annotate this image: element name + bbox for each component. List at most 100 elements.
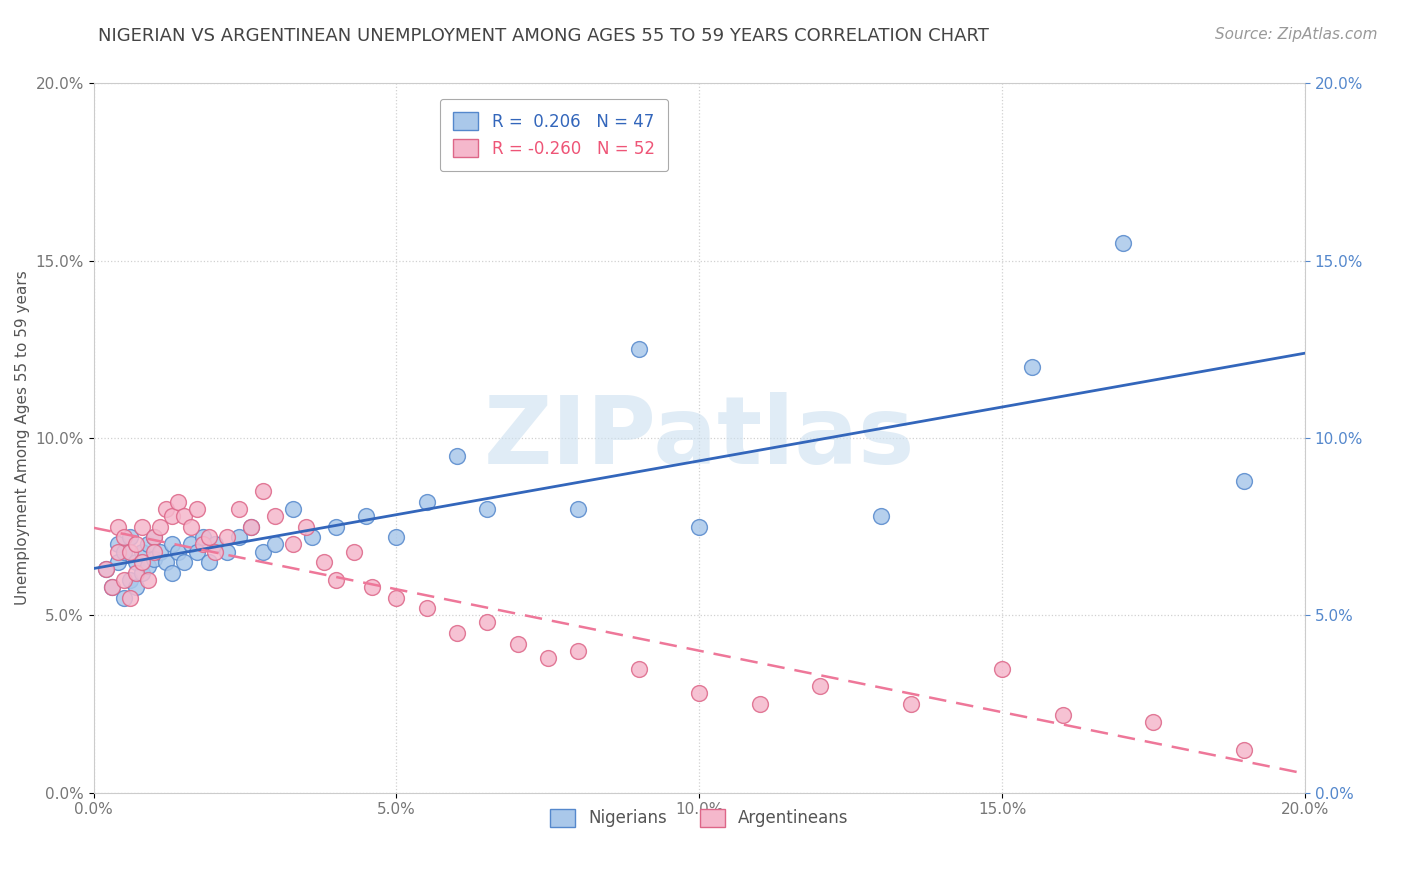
Text: ZIPatlas: ZIPatlas: [484, 392, 915, 484]
Legend: Nigerians, Argentineans: Nigerians, Argentineans: [543, 802, 855, 834]
Point: [107, 555, 129, 569]
Point: [301, 530, 323, 544]
Point: [808, 679, 831, 693]
Point: [186, 502, 208, 516]
Point: [537, 651, 560, 665]
Point: [112, 530, 135, 544]
Point: [118, 544, 141, 558]
Point: [567, 502, 589, 516]
Point: [118, 530, 141, 544]
Point: [197, 530, 219, 544]
Point: [107, 544, 129, 558]
Point: [215, 530, 238, 544]
Point: [143, 544, 166, 558]
Point: [118, 573, 141, 587]
Point: [283, 502, 305, 516]
Point: [155, 502, 177, 516]
Text: NIGERIAN VS ARGENTINEAN UNEMPLOYMENT AMONG AGES 55 TO 59 YEARS CORRELATION CHART: NIGERIAN VS ARGENTINEAN UNEMPLOYMENT AMO…: [98, 27, 990, 45]
Point: [312, 555, 335, 569]
Point: [415, 601, 437, 615]
Point: [162, 566, 184, 580]
Point: [215, 544, 238, 558]
Point: [264, 509, 287, 524]
Point: [101, 580, 124, 594]
Point: [204, 544, 226, 558]
Point: [1142, 714, 1164, 729]
Point: [325, 519, 347, 533]
Point: [131, 519, 153, 533]
Point: [162, 537, 184, 551]
Point: [446, 449, 468, 463]
Y-axis label: Unemployment Among Ages 55 to 59 years: Unemployment Among Ages 55 to 59 years: [15, 270, 30, 606]
Point: [125, 555, 148, 569]
Point: [173, 509, 195, 524]
Point: [191, 537, 214, 551]
Point: [688, 519, 710, 533]
Point: [94, 562, 117, 576]
Point: [107, 537, 129, 551]
Point: [688, 686, 710, 700]
Point: [173, 555, 195, 569]
Point: [125, 537, 148, 551]
Point: [252, 544, 274, 558]
Point: [870, 509, 893, 524]
Point: [186, 544, 208, 558]
Point: [627, 661, 650, 675]
Point: [162, 509, 184, 524]
Point: [1233, 743, 1256, 757]
Point: [112, 591, 135, 605]
Point: [477, 502, 499, 516]
Point: [204, 537, 226, 551]
Point: [149, 519, 172, 533]
Point: [1112, 235, 1135, 250]
Point: [325, 573, 347, 587]
Point: [1052, 707, 1074, 722]
Point: [264, 537, 287, 551]
Point: [118, 591, 141, 605]
Point: [627, 343, 650, 357]
Point: [477, 615, 499, 630]
Point: [228, 502, 250, 516]
Point: [506, 637, 529, 651]
Point: [197, 555, 219, 569]
Point: [112, 573, 135, 587]
Point: [294, 519, 316, 533]
Point: [143, 551, 166, 566]
Point: [149, 544, 172, 558]
Point: [143, 530, 166, 544]
Point: [240, 519, 263, 533]
Point: [446, 626, 468, 640]
Point: [991, 661, 1014, 675]
Point: [131, 566, 153, 580]
Point: [167, 544, 190, 558]
Point: [567, 644, 589, 658]
Point: [343, 544, 366, 558]
Point: [748, 697, 770, 711]
Point: [385, 591, 408, 605]
Point: [415, 495, 437, 509]
Point: [136, 558, 159, 573]
Point: [107, 519, 129, 533]
Point: [112, 544, 135, 558]
Point: [180, 537, 202, 551]
Point: [94, 562, 117, 576]
Point: [136, 573, 159, 587]
Point: [361, 580, 384, 594]
Point: [136, 537, 159, 551]
Point: [167, 495, 190, 509]
Point: [1233, 474, 1256, 488]
Point: [125, 566, 148, 580]
Point: [131, 544, 153, 558]
Point: [1021, 360, 1043, 375]
Point: [283, 537, 305, 551]
Point: [131, 555, 153, 569]
Text: Source: ZipAtlas.com: Source: ZipAtlas.com: [1215, 27, 1378, 42]
Point: [101, 580, 124, 594]
Point: [240, 519, 263, 533]
Point: [228, 530, 250, 544]
Point: [155, 555, 177, 569]
Point: [252, 484, 274, 499]
Point: [900, 697, 922, 711]
Point: [191, 530, 214, 544]
Point: [125, 580, 148, 594]
